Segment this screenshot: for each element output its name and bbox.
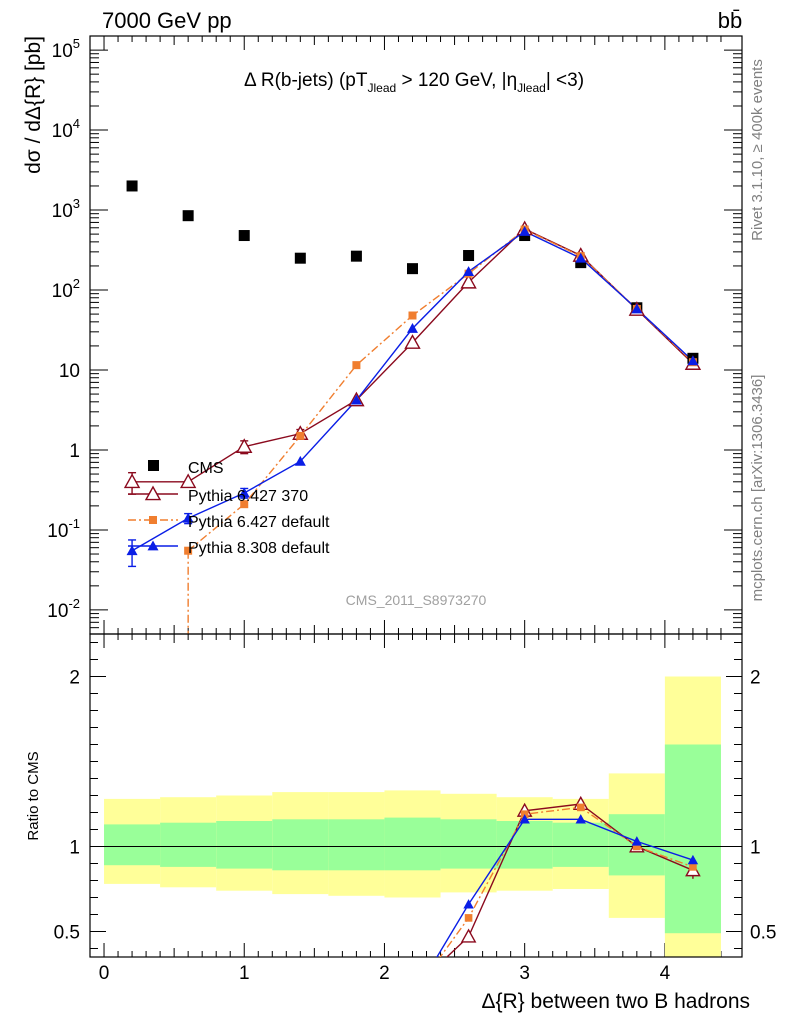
- rivet-version-label: Rivet 3.1.10, ≥ 400k events: [749, 59, 766, 241]
- pythia8-point: [631, 303, 643, 314]
- pythia6-default-point: [352, 361, 361, 370]
- legend: CMS Pythia 6.427 370 Pythia 6.427 default P…: [128, 460, 330, 557]
- band-green: [272, 819, 329, 871]
- process-label: bb̄: [718, 8, 742, 33]
- pythia8-point: [687, 355, 699, 366]
- energy-label: 7000 GeV pp: [102, 8, 232, 33]
- pythia8-point: [238, 487, 250, 498]
- main-panel: 10-2 10-1 1 10 102 103 104 105: [47, 35, 743, 957]
- legend-label: Pythia 6.427 default: [188, 514, 330, 531]
- pythia8-point: [126, 545, 138, 556]
- ratio-y-tick-label: 0.5: [54, 923, 80, 944]
- pythia8-point: [182, 512, 194, 523]
- ratio-line: [439, 806, 694, 957]
- pythia6-370-point: [179, 473, 197, 489]
- cms-data-point: [350, 250, 362, 262]
- pythia6-370-point: [144, 485, 162, 501]
- pythia6-default-point: [149, 516, 157, 524]
- y-tick-label: 10-1: [47, 516, 80, 542]
- pythia8-point: [406, 323, 418, 333]
- cms-data-point: [182, 210, 194, 222]
- cms-data-point: [126, 180, 138, 192]
- pythia8-point: [463, 266, 475, 276]
- pythia6-default-point: [689, 863, 697, 871]
- band-green: [160, 822, 217, 867]
- x-tick-label: 4: [660, 963, 671, 984]
- x-tick-label: 3: [519, 963, 530, 984]
- ratio-series: [436, 795, 701, 957]
- pythia6-370-point: [460, 273, 477, 289]
- pythia6-370-point: [123, 473, 141, 489]
- ratio-y-axis-label: Ratio to CMS: [25, 751, 42, 840]
- y-tick-label: 103: [52, 196, 80, 222]
- pythia8-point: [575, 814, 586, 824]
- x-axis-label: Δ{R} between two B hadrons: [481, 990, 750, 1013]
- ratio-panel: 0 1 2 3 4 0.5 0.5 1 1 2 2: [54, 633, 776, 984]
- pythia8-point: [463, 899, 474, 909]
- legend-label: Pythia 6.427 370: [188, 488, 308, 505]
- cms-data-point: [238, 230, 250, 242]
- pythia6-370-point: [236, 438, 253, 453]
- main-y-axis-label: dσ / dΔ{R} [pb]: [22, 36, 45, 174]
- pythia6-default-point: [184, 546, 193, 555]
- main-series: [123, 180, 702, 634]
- series-line: [187, 228, 694, 552]
- pythia6-370-point: [460, 928, 477, 943]
- band-green: [104, 824, 161, 866]
- pythia8-point: [294, 455, 306, 466]
- x-tick-label: 2: [379, 963, 390, 984]
- pythia6-default-point: [240, 500, 249, 509]
- cms-data-point: [406, 263, 418, 275]
- ratio-y-tick-label: 1: [750, 838, 761, 859]
- pythia8-point: [350, 394, 362, 405]
- pythia8-point: [147, 540, 159, 551]
- band-green: [328, 819, 385, 871]
- legend-label: Pythia 8.308 default: [188, 540, 330, 557]
- y-tick-label: 102: [52, 276, 80, 302]
- plot-title: Δ R(b-jets) (pTJlead > 120 GeV, |ηJlead|…: [244, 70, 584, 95]
- cms-data-point: [463, 250, 475, 262]
- y-tick-label: 10: [59, 361, 80, 382]
- analysis-id: CMS_2011_S8973270: [346, 592, 487, 608]
- x-tick-label: 0: [99, 963, 110, 984]
- pythia8-point: [519, 814, 530, 824]
- y-tick-label: 104: [52, 116, 80, 142]
- pythia6-default-point: [408, 311, 417, 320]
- band-green: [216, 821, 273, 869]
- x-tick-label: 1: [239, 963, 250, 984]
- ratio-line: [436, 818, 694, 957]
- band-green: [552, 822, 609, 867]
- y-tick-label: 105: [52, 36, 80, 62]
- pythia8-point: [575, 252, 587, 263]
- y-tick-label: 1: [69, 441, 80, 462]
- ratio-y-tick-label: 0.5: [750, 923, 776, 944]
- pythia6-default-point: [576, 803, 585, 812]
- legend-label: CMS: [188, 460, 224, 477]
- cms-data-point: [294, 252, 306, 264]
- ratio-y-tick-label: 1: [69, 838, 80, 859]
- pythia6-default-point: [464, 914, 473, 922]
- band-green: [496, 821, 553, 869]
- band-green: [384, 817, 441, 871]
- mcplots-label: mcplots.cern.ch [arXiv:1306.3436]: [749, 375, 766, 602]
- band-green: [664, 744, 721, 934]
- band-green: [440, 819, 497, 869]
- pythia6-default-point: [633, 842, 641, 851]
- pythia8-point: [687, 854, 699, 865]
- legend-marker-cms: [148, 460, 159, 471]
- pythia8-point: [519, 225, 531, 236]
- pythia6-default-point: [296, 431, 305, 440]
- ratio-y-tick-label: 2: [750, 668, 761, 689]
- y-tick-label: 10-2: [47, 596, 80, 622]
- pythia6-370-point: [404, 334, 421, 349]
- cms-data-point: [575, 257, 587, 269]
- pythia8-point: [631, 836, 643, 846]
- ratio-y-tick-label: 2: [69, 668, 80, 689]
